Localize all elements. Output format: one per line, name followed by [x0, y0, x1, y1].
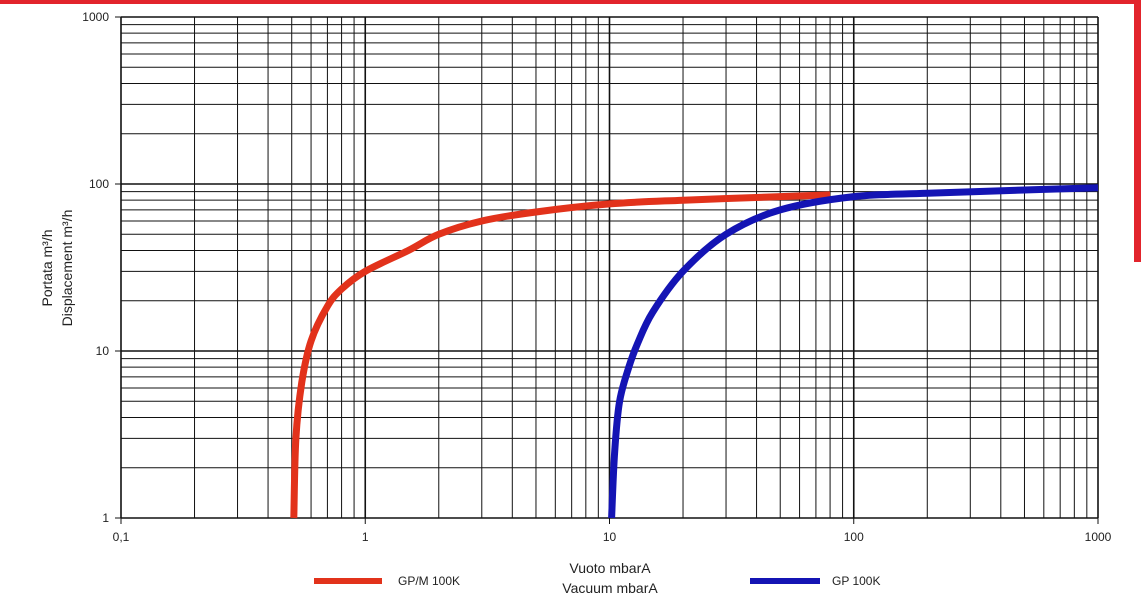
x-tick-label: 0,1: [113, 530, 130, 544]
series-line-gp-m-100k: [290, 191, 831, 519]
legend-label-gp-100k: GP 100K: [832, 574, 880, 588]
y-axis-label-line1: Portata m³/h: [39, 229, 55, 306]
series-line-gp-100k: [608, 184, 1099, 519]
x-tick-label: 10: [603, 530, 617, 544]
y-tick-label: 1000: [82, 10, 109, 24]
x-tick-label: 1: [362, 530, 369, 544]
x-tick-label: 100: [844, 530, 864, 544]
series-layer: [290, 184, 1099, 519]
top-accent-bar: [0, 0, 1141, 4]
major-gridlines: [115, 16, 1099, 524]
y-axis-label-line2: Displacement m³/h: [59, 210, 75, 327]
y-tick-label: 10: [96, 344, 110, 358]
minor-gridlines: [121, 17, 1098, 518]
right-accent-bar: [1134, 0, 1141, 262]
y-tick-label: 1: [102, 511, 109, 525]
y-tick-label: 100: [89, 177, 109, 191]
legend: GP/M 100K GP 100K: [314, 574, 880, 588]
x-axis-label-line1: Vuoto mbarA: [569, 560, 651, 576]
x-axis-label-line2: Vacuum mbarA: [562, 580, 658, 596]
x-tick-labels: 0,1 1 10 100 1000: [113, 530, 1112, 544]
legend-label-gp-m-100k: GP/M 100K: [398, 574, 460, 588]
y-tick-labels: 1 10 100 1000: [82, 10, 109, 525]
x-tick-label: 1000: [1085, 530, 1112, 544]
